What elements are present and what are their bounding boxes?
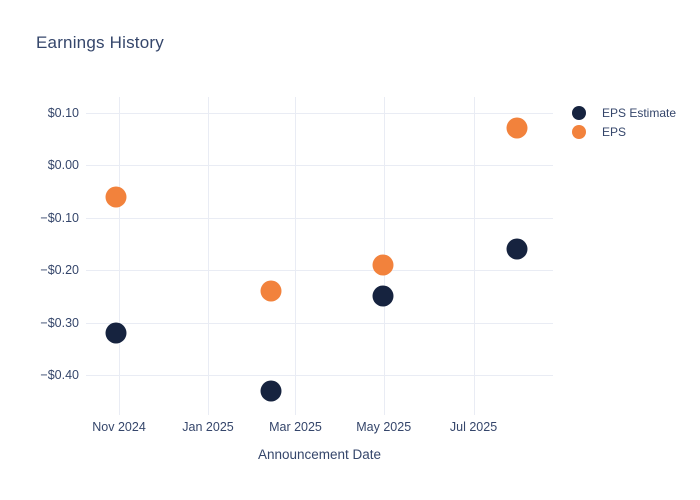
y-tick-label: $0.00 <box>47 158 79 173</box>
gridline-vertical <box>119 97 121 415</box>
data-point[interactable] <box>372 285 394 307</box>
legend-label: EPS <box>602 125 627 139</box>
gridline-horizontal <box>86 322 553 324</box>
data-point[interactable] <box>260 280 282 302</box>
x-tick-label: May 2025 <box>356 420 412 434</box>
legend: EPS Estimate EPS <box>572 105 676 140</box>
x-tick-label: Mar 2025 <box>269 420 322 434</box>
gridline-vertical <box>208 97 210 415</box>
data-point[interactable] <box>105 322 126 344</box>
y-tick-label: −$0.20 <box>40 263 79 278</box>
legend-item[interactable]: EPS Estimate <box>572 105 676 121</box>
gridline-horizontal <box>86 270 553 272</box>
gridline-horizontal <box>86 217 553 219</box>
data-point[interactable] <box>372 254 394 276</box>
y-axis: $0.10 $0.00 −$0.10 −$0.20 −$0.30 −$0.40 <box>0 97 79 415</box>
legend-marker-icon <box>572 125 586 139</box>
legend-item[interactable]: EPS <box>572 124 676 140</box>
legend-label: EPS Estimate <box>602 106 677 120</box>
x-axis: Nov 2024 Jan 2025 Mar 2025 May 2025 Jul 2025 <box>86 420 553 436</box>
x-tick-label: Jul 2025 <box>449 420 498 434</box>
data-point[interactable] <box>506 117 528 139</box>
gridline-vertical <box>295 97 297 415</box>
y-tick-label: −$0.10 <box>40 210 79 225</box>
gridline-horizontal <box>86 112 553 114</box>
y-tick-label: $0.10 <box>47 105 79 120</box>
y-tick-label: −$0.40 <box>40 368 79 383</box>
chart-title: Earnings History <box>36 33 164 52</box>
gridline-horizontal <box>86 375 553 377</box>
data-point[interactable] <box>506 238 528 260</box>
x-axis-title: Announcement Date <box>257 447 382 462</box>
gridline-vertical <box>473 97 475 415</box>
gridline-horizontal <box>86 165 553 167</box>
plot-area[interactable] <box>86 97 553 415</box>
legend-marker-icon <box>572 106 586 120</box>
x-tick-label: Nov 2024 <box>92 420 146 434</box>
y-tick-label: −$0.30 <box>40 315 79 330</box>
x-tick-label: Jan 2025 <box>182 420 234 434</box>
data-point[interactable] <box>260 380 282 402</box>
data-point[interactable] <box>105 186 126 208</box>
